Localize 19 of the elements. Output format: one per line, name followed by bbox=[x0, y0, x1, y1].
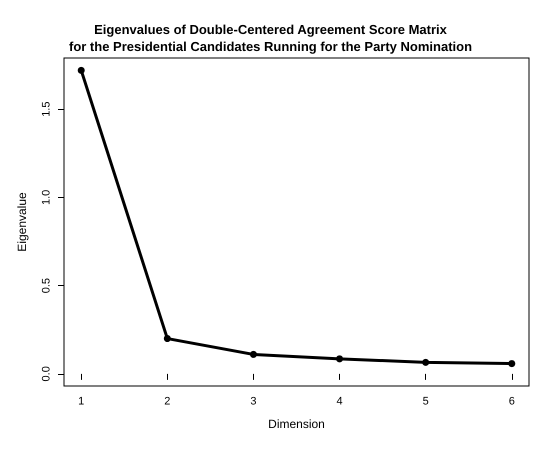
x-tick-label: 4 bbox=[336, 396, 343, 408]
point bbox=[164, 335, 171, 342]
point bbox=[336, 355, 344, 362]
x-tick-label: 1 bbox=[78, 396, 84, 408]
y-tick-label: 0.0 bbox=[40, 366, 52, 382]
y-tick-label: 1.5 bbox=[40, 102, 52, 117]
y-axis-title: Eigenvalue bbox=[15, 192, 29, 252]
point bbox=[250, 350, 257, 358]
x-tick-label: 2 bbox=[164, 396, 170, 408]
x-tick-label: 5 bbox=[422, 396, 429, 408]
y-tick-label: 0.5 bbox=[40, 278, 52, 294]
point bbox=[78, 66, 85, 74]
y-tick-label: 1.0 bbox=[40, 190, 52, 206]
x-tick-label: 3 bbox=[250, 396, 257, 408]
chart-title: Eigenvalues of Double-Centered Agreement Score Matrix for the Presidential Candidates Running for the Party Nomination bbox=[68, 22, 472, 54]
point bbox=[422, 358, 430, 366]
x-tick-label: 6 bbox=[508, 396, 515, 408]
point bbox=[508, 360, 516, 368]
x-axis-title: Dimension bbox=[268, 417, 325, 431]
